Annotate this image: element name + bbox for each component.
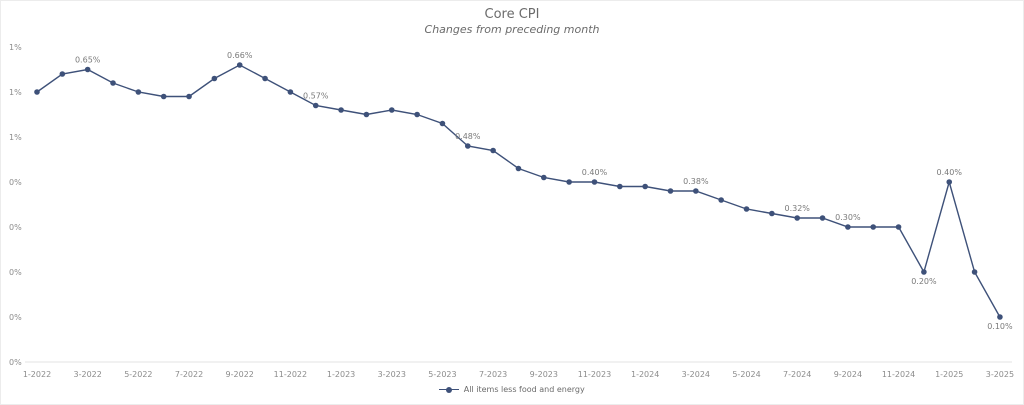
chart-subtitle: Changes from preceding month xyxy=(424,23,600,36)
data-point xyxy=(895,224,902,230)
data-point xyxy=(59,71,66,77)
y-axis: 0% 0% 0% 0% 0% 1% 1% 1% xyxy=(9,43,22,367)
data-point xyxy=(186,93,192,100)
data-point xyxy=(439,120,446,127)
x-tick-label: 1-2024 xyxy=(631,370,659,379)
x-tick-label: 5-2024 xyxy=(732,370,760,379)
data-point xyxy=(642,183,648,190)
data-point xyxy=(211,75,218,82)
data-point xyxy=(845,224,851,230)
x-tick-label: 11-2024 xyxy=(882,370,915,379)
x-tick-label: 7-2022 xyxy=(175,370,203,379)
data-label: 0.32% xyxy=(784,204,810,213)
y-tick-label: 0% xyxy=(9,268,22,277)
data-point xyxy=(541,174,547,181)
x-tick-label: 11-2022 xyxy=(274,370,307,379)
data-point xyxy=(135,89,142,95)
data-point xyxy=(743,206,750,212)
x-tick-label: 1-2023 xyxy=(327,370,355,379)
data-point xyxy=(870,224,877,230)
data-point xyxy=(718,197,724,203)
data-point xyxy=(287,89,294,95)
x-tick-label: 7-2024 xyxy=(783,370,811,379)
data-label: 0.40% xyxy=(937,168,963,177)
data-point xyxy=(819,215,826,221)
data-point xyxy=(110,80,116,86)
data-point xyxy=(312,102,319,109)
data-point xyxy=(769,210,775,217)
data-label: 0.38% xyxy=(683,177,709,186)
data-point xyxy=(921,269,927,275)
x-tick-label: 3-2025 xyxy=(986,370,1014,379)
y-tick-label: 0% xyxy=(9,313,22,322)
x-tick-label: 9-2022 xyxy=(226,370,254,379)
y-tick-label: 0% xyxy=(9,358,22,367)
data-label: 0.57% xyxy=(303,92,329,101)
x-tick-label: 7-2023 xyxy=(479,370,507,379)
x-tick-label: 3-2024 xyxy=(682,370,710,379)
x-tick-label: 1-2025 xyxy=(935,370,963,379)
x-axis: 1-2022 3-2022 5-2022 7-2022 9-2022 11-2022 1-2… xyxy=(23,361,1014,379)
data-label: 0.30% xyxy=(835,213,861,222)
data-point xyxy=(971,269,978,275)
data-point xyxy=(236,62,243,68)
data-point xyxy=(946,179,953,185)
data-point xyxy=(997,314,1003,320)
x-tick-label: 1-2022 xyxy=(23,370,51,379)
data-point xyxy=(515,165,522,172)
data-point xyxy=(34,89,40,95)
data-point xyxy=(363,111,370,118)
data-point xyxy=(388,107,395,113)
data-label: 0.65% xyxy=(75,56,101,65)
x-tick-label: 3-2022 xyxy=(74,370,102,379)
chart-title: Core CPI xyxy=(484,7,540,22)
y-tick-label: 0% xyxy=(9,223,22,232)
data-point xyxy=(566,179,572,185)
data-point xyxy=(667,188,674,194)
data-labels: 0.65% 0.66% 0.57% 0.48% 0.40% 0.38% 0.32% 0.30%… xyxy=(75,51,1013,331)
x-tick-label: 5-2023 xyxy=(428,370,456,379)
data-point xyxy=(262,75,268,82)
y-tick-label: 1% xyxy=(9,43,22,52)
legend-line-marker-icon xyxy=(439,386,460,394)
data-point xyxy=(591,179,598,185)
data-point xyxy=(693,188,699,194)
y-tick-label: 1% xyxy=(9,133,22,142)
data-label: 0.66% xyxy=(227,51,253,60)
data-point xyxy=(160,93,167,100)
data-label: 0.40% xyxy=(582,168,608,177)
series-line xyxy=(36,64,1001,318)
data-point xyxy=(617,183,623,190)
y-tick-label: 0% xyxy=(9,178,22,187)
x-tick-label: 3-2023 xyxy=(378,370,406,379)
data-label: 0.10% xyxy=(987,322,1013,331)
legend-label: All items less food and energy xyxy=(463,385,585,394)
data-label: 0.48% xyxy=(455,132,481,141)
data-point xyxy=(464,143,471,149)
data-point xyxy=(414,111,420,118)
x-tick-label: 11-2023 xyxy=(578,370,611,379)
data-point xyxy=(490,147,496,154)
data-point xyxy=(794,215,800,221)
data-point xyxy=(84,66,91,73)
legend: All items less food and energy xyxy=(0,385,1024,394)
x-tick-label: 9-2023 xyxy=(530,370,558,379)
y-tick-label: 1% xyxy=(9,88,22,97)
series-group xyxy=(34,62,1003,320)
x-tick-label: 5-2022 xyxy=(124,370,152,379)
x-tick-label: 9-2024 xyxy=(834,370,862,379)
data-point xyxy=(338,107,344,113)
data-label: 0.20% xyxy=(911,277,937,286)
